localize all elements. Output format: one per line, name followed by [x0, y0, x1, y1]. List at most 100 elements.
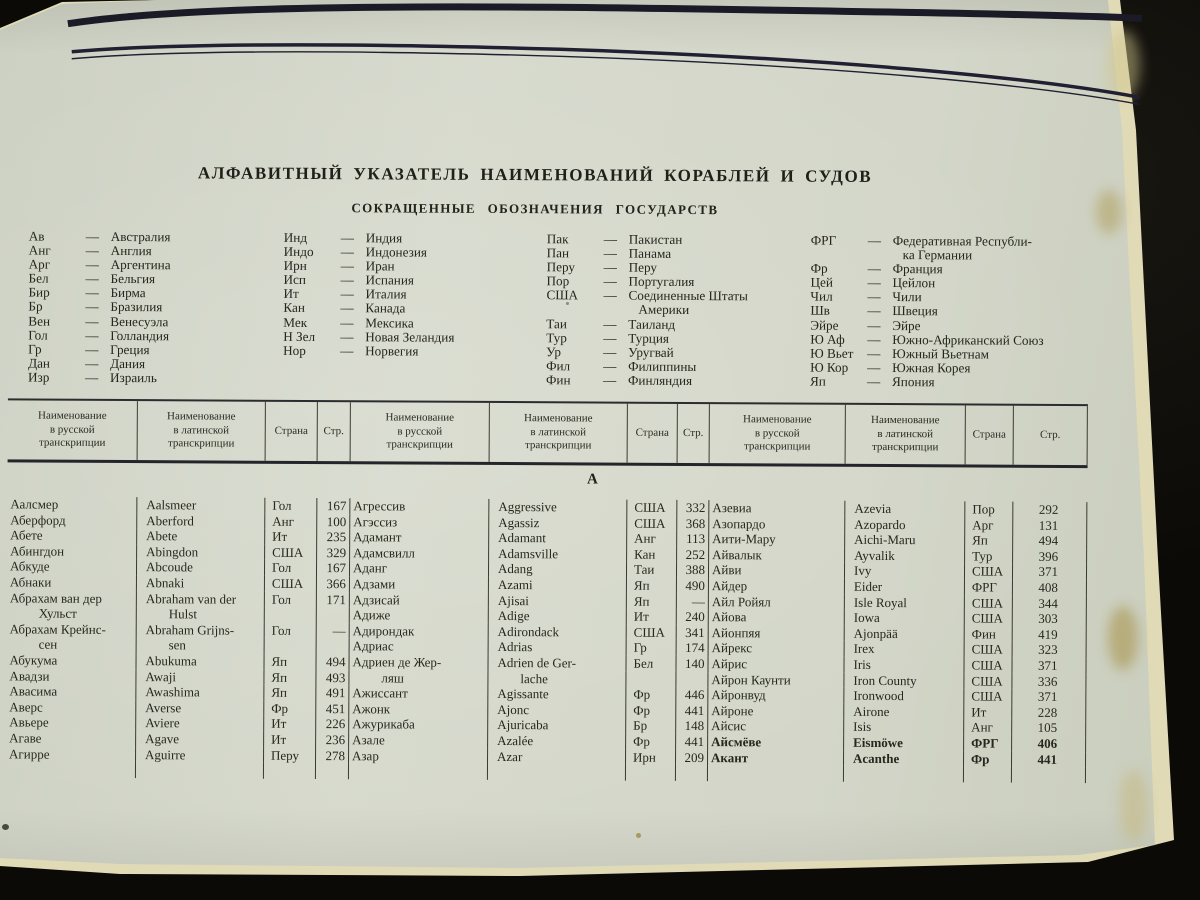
cell-page: 406 [1012, 735, 1087, 752]
abbreviation-code: Гр [28, 341, 42, 357]
cell-country: США [964, 672, 1013, 689]
cell-page: 228 [1012, 704, 1087, 721]
abbreviation-code: Ур [546, 343, 561, 360]
cell-latin-name: Averse [136, 699, 265, 717]
cell-russian-name: Айроне [708, 702, 845, 720]
abbreviation-item: Бр — Бразилия [28, 299, 170, 315]
abbreviation-code: Тур [546, 329, 567, 346]
cell-russian-name: Адамсвилл [350, 544, 490, 562]
cell-latin-name: Eider [844, 578, 965, 595]
cell-page: 236 [316, 731, 350, 748]
header-line: транскрипции [38, 436, 106, 450]
cell-page: 336 [1012, 673, 1087, 690]
cell-latin-name: Acanthe [843, 750, 965, 767]
cell-country: Ит [265, 528, 318, 545]
dash: — [603, 330, 617, 346]
dash: — [85, 257, 99, 273]
cell-country: Таи [626, 562, 678, 578]
cell-country: Яп [264, 653, 317, 670]
cell-country: Ит [626, 608, 677, 625]
cell-country: Гол [265, 497, 318, 514]
cell-latin-name: Abukuma [136, 653, 265, 670]
cell-latin-name: Awashima [136, 684, 265, 701]
cell-country: Анг [964, 719, 1013, 736]
ship-index-table: Аалсмер Aalsmeer Гол 167 Агрессив Aggressive С… [5, 496, 1088, 783]
cell-russian-name: Айдер [708, 578, 845, 595]
dash: — [85, 341, 99, 357]
cell-latin-name: Agissante [488, 686, 627, 703]
abbreviation-item: Бел — Бельгия [29, 271, 171, 287]
header-line: Стр. [1040, 428, 1061, 441]
header-line: Наименование [524, 412, 593, 425]
cell-latin-name: Azevia [845, 500, 966, 518]
abbreviation-code: Таи [546, 315, 567, 331]
cell-country: Фин [964, 626, 1013, 643]
cell-page: 408 [1012, 579, 1087, 596]
dash: — [867, 317, 881, 333]
cell-page: 226 [316, 716, 350, 733]
dash: — [603, 287, 617, 303]
cell-country: Фр [963, 750, 1013, 767]
dash: — [603, 245, 617, 261]
header-line: транскрипции [167, 437, 235, 450]
cell-country: Фр [264, 700, 317, 717]
country-name: Дания [110, 355, 146, 371]
abbreviation-item: Яп — Япония [810, 374, 1043, 390]
country-name: Уругвай [628, 344, 674, 360]
abbreviation-item-continuation: Америки [546, 302, 747, 318]
header-line: в русской [754, 427, 800, 440]
cell-russian-name: Айова [708, 609, 845, 626]
cell-country: Перу [264, 747, 317, 764]
cell-russian-name: Адиже [349, 607, 489, 624]
cell-page: 371 [1012, 688, 1087, 705]
country-name: Бразилия [110, 299, 163, 315]
dash: — [867, 232, 881, 248]
abbreviation-item: Арг — Аргентина [29, 257, 171, 273]
cell-latin-name: Adrien de Ger- [488, 654, 627, 672]
cell-page: 493 [316, 669, 350, 686]
country-name: Израиль [109, 369, 157, 386]
abbreviation-code: Изр [27, 369, 50, 385]
cell-page: 332 [677, 499, 710, 516]
country-name: Новая Зеландия [365, 328, 455, 345]
cell-russian-name: Агирре [6, 745, 137, 763]
cell-page [316, 638, 350, 655]
cell-country [263, 762, 317, 779]
header-line: транскрипции [386, 438, 453, 451]
cell-page: 494 [316, 653, 350, 670]
cell-page: 303 [1012, 610, 1087, 627]
page-speck [566, 302, 569, 305]
cell-page: 494 [1013, 532, 1088, 549]
dash: — [85, 355, 99, 371]
dash: — [867, 303, 881, 319]
cell-russian-name: Абнаки [6, 574, 137, 591]
dash: — [84, 369, 99, 385]
cell-country: Арг [965, 517, 1014, 533]
cell-russian-name: Абингдон [7, 543, 138, 560]
dash: — [85, 271, 99, 287]
dash: — [340, 230, 354, 246]
abbreviations-column: Инд — Индия Индо — Индонезия Ирн — Иран Исп — Испан… [283, 230, 455, 359]
dash: — [603, 344, 617, 360]
header-latin-name: Наименование в латинской транскрипции [137, 401, 266, 461]
country-name: Канада [365, 300, 406, 316]
cell-latin-name: Adrias [488, 639, 627, 656]
cell-russian-name: Аити-Мару [709, 531, 846, 548]
cell-page: 441 [676, 702, 709, 719]
cell-latin-name: Azar [488, 748, 627, 765]
cell-russian-name: Абрахам Крейнс- [6, 621, 137, 638]
header-country: Страна [965, 405, 1014, 465]
cell-russian-name: Адзисай [349, 591, 489, 609]
cell-country: Фр [626, 733, 677, 750]
header-line: Страна [972, 428, 1006, 441]
cell-page [676, 671, 709, 688]
country-name: Голландия [110, 327, 170, 343]
dash: — [867, 289, 881, 305]
cell-page: — [316, 622, 350, 639]
cell-country: Яп [626, 593, 677, 610]
dash: — [340, 286, 354, 302]
cell-country: Яп [264, 669, 317, 686]
cell-country [264, 606, 317, 623]
